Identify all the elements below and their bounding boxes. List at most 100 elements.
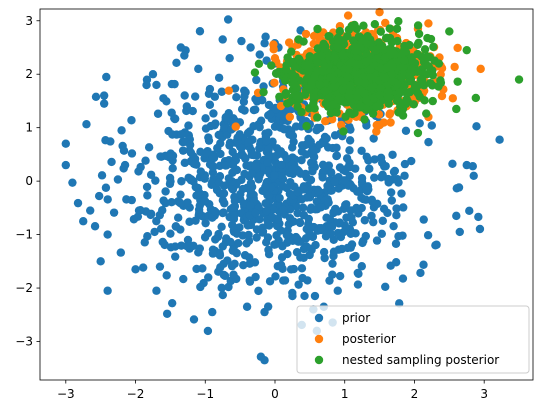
scatter-point [344,65,353,74]
scatter-point [288,131,298,141]
scatter-point [370,155,379,164]
scatter-point [202,148,211,158]
legend: prior posterior nested sampling posterior [296,305,530,374]
scatter-point [279,125,289,134]
scatter-point [400,159,410,169]
scatter-point [146,210,155,220]
scatter-point [61,139,70,148]
scatter-point [245,162,254,171]
scatter-point [241,154,250,163]
scatter-point [246,179,256,188]
scatter-point [91,92,101,101]
scatter-point [182,242,192,251]
scatter-point [177,130,186,139]
y-tick-label: 1 [25,121,33,135]
scatter-point [216,263,225,272]
scatter-point [424,19,433,28]
scatter-point [426,78,435,88]
scatter-point [68,178,77,187]
scatter-point [196,282,205,292]
scatter-point [160,240,169,250]
scatter-point [261,199,270,208]
scatter-point [347,21,356,31]
scatter-point [300,291,309,301]
scatter-point [229,270,238,279]
scatter-point [384,99,393,108]
legend-marker [314,334,324,344]
scatter-point [220,199,229,208]
scatter-point [427,121,436,130]
scatter-point [218,208,227,218]
scatter-point [462,45,471,55]
scatter-point [366,72,375,81]
scatter-point [345,122,354,132]
scatter-point [201,114,210,123]
scatter-point [423,231,433,240]
scatter-point [196,167,206,176]
scatter-point [267,213,277,222]
scatter-point [381,18,390,28]
scatter-point [313,123,322,133]
scatter-point [219,181,229,190]
scatter-point [190,159,200,169]
scatter-point [213,143,222,153]
scatter-point [330,177,339,187]
scatter-point [244,230,253,240]
scatter-point [347,213,356,222]
scatter-point [167,198,176,207]
scatter-point [153,109,163,118]
scatter-point [155,262,165,271]
scatter-point [278,205,288,214]
scatter-point [255,215,264,224]
scatter-point [381,282,390,291]
scatter-point [475,224,485,234]
scatter-point [173,213,183,222]
scatter-point [103,195,112,204]
scatter-point [329,247,339,256]
scatter-point [334,43,343,53]
scatter-point [388,150,397,159]
scatter-point [308,167,317,176]
scatter-point [226,237,235,247]
scatter-point [386,118,395,127]
scatter-point [179,274,188,284]
scatter-point [264,245,273,255]
scatter-point [291,91,301,100]
scatter-point [203,326,213,336]
scatter-point [171,252,180,261]
scatter-point [270,240,279,249]
scatter-point [323,181,332,191]
scatter-point [318,160,328,170]
scatter-point [326,168,336,177]
scatter-point [280,76,290,85]
scatter-point [134,206,144,215]
scatter-point [368,109,378,118]
scatter-point [251,162,260,171]
scatter-point [172,58,181,67]
scatter-point [167,108,176,117]
scatter-point [254,59,264,69]
scatter-point [182,102,192,111]
scatter-point [377,229,387,238]
scatter-point [293,187,302,197]
scatter-point [381,161,390,171]
scatter-point [107,157,116,167]
scatter-point [97,171,107,180]
scatter-point [414,29,424,39]
scatter-point [204,273,213,282]
scatter-point [214,73,224,82]
scatter-point [380,73,390,83]
scatter-point [343,11,353,20]
scatter-point [261,32,270,41]
scatter-point [339,227,348,237]
scatter-point [178,146,188,155]
scatter-point [366,65,375,74]
scatter-point [275,193,284,203]
scatter-point [407,156,416,166]
scatter-point [194,205,204,214]
scatter-point [263,158,272,168]
scatter-point [351,164,360,173]
scatter-point [453,77,462,86]
scatter-point [426,34,436,44]
